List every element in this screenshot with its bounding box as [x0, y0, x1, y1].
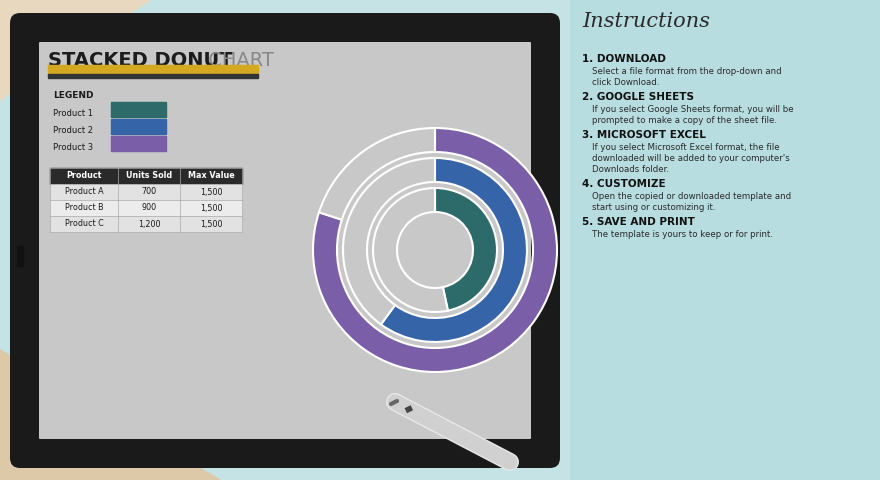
Text: Max Value: Max Value — [187, 171, 234, 180]
Text: 1,500: 1,500 — [200, 219, 223, 228]
FancyBboxPatch shape — [10, 13, 560, 468]
Text: 1,500: 1,500 — [200, 188, 223, 196]
Bar — [17, 246, 23, 266]
Bar — [118, 184, 180, 200]
Polygon shape — [0, 0, 150, 100]
Text: click Download.: click Download. — [592, 78, 659, 87]
Text: If you select Google Sheets format, you will be: If you select Google Sheets format, you … — [592, 105, 794, 114]
Bar — [180, 200, 242, 216]
Bar — [180, 184, 242, 200]
Text: start using or customizing it.: start using or customizing it. — [592, 203, 715, 212]
Text: The template is yours to keep or for print.: The template is yours to keep or for pri… — [592, 230, 773, 239]
Bar — [118, 200, 180, 216]
Bar — [50, 216, 118, 232]
Bar — [570, 0, 880, 480]
Text: Open the copied or downloaded template and: Open the copied or downloaded template a… — [592, 192, 791, 201]
Text: STACKED DONUT: STACKED DONUT — [48, 51, 232, 70]
Bar — [111, 136, 166, 151]
Bar — [111, 102, 166, 117]
Bar — [180, 168, 242, 184]
Text: Product 3: Product 3 — [53, 143, 93, 152]
Wedge shape — [373, 188, 448, 312]
FancyBboxPatch shape — [39, 42, 531, 439]
Wedge shape — [313, 128, 557, 372]
Text: LEGEND: LEGEND — [53, 91, 93, 100]
Bar — [48, 74, 258, 78]
Text: Product A: Product A — [65, 188, 103, 196]
Text: prompted to make a copy of the sheet file.: prompted to make a copy of the sheet fil… — [592, 116, 777, 125]
Text: Select a file format from the drop-down and: Select a file format from the drop-down … — [592, 67, 781, 76]
Bar — [48, 65, 258, 75]
Bar — [118, 216, 180, 232]
Text: Product C: Product C — [64, 219, 103, 228]
Bar — [50, 168, 118, 184]
Text: Product B: Product B — [65, 204, 103, 213]
Text: 1,200: 1,200 — [138, 219, 160, 228]
Text: downloaded will be added to your computer's: downloaded will be added to your compute… — [592, 154, 789, 163]
Text: 3. MICROSOFT EXCEL: 3. MICROSOFT EXCEL — [582, 130, 706, 140]
Text: 2. GOOGLE SHEETS: 2. GOOGLE SHEETS — [582, 92, 694, 102]
Bar — [50, 184, 118, 200]
Text: If you select Microsoft Excel format, the file: If you select Microsoft Excel format, th… — [592, 143, 780, 152]
Text: 5. SAVE AND PRINT: 5. SAVE AND PRINT — [582, 217, 695, 227]
Wedge shape — [435, 188, 497, 311]
Text: Product 2: Product 2 — [53, 126, 93, 135]
Polygon shape — [0, 350, 220, 480]
Wedge shape — [381, 158, 527, 342]
Text: Downloads folder.: Downloads folder. — [592, 165, 669, 174]
Text: 900: 900 — [142, 204, 157, 213]
Text: Instructions: Instructions — [582, 12, 710, 31]
Bar — [180, 216, 242, 232]
Bar — [111, 119, 166, 134]
Text: 1,500: 1,500 — [200, 204, 223, 213]
Wedge shape — [343, 158, 435, 324]
Wedge shape — [319, 128, 435, 220]
Text: 1. DOWNLOAD: 1. DOWNLOAD — [582, 54, 666, 64]
Bar — [118, 168, 180, 184]
Text: Product 1: Product 1 — [53, 109, 93, 118]
Text: 4. CUSTOMIZE: 4. CUSTOMIZE — [582, 179, 665, 189]
Text: CHART: CHART — [202, 51, 274, 70]
Text: Units Sold: Units Sold — [126, 171, 172, 180]
Bar — [50, 200, 118, 216]
Text: Product: Product — [66, 171, 102, 180]
Text: 700: 700 — [142, 188, 157, 196]
